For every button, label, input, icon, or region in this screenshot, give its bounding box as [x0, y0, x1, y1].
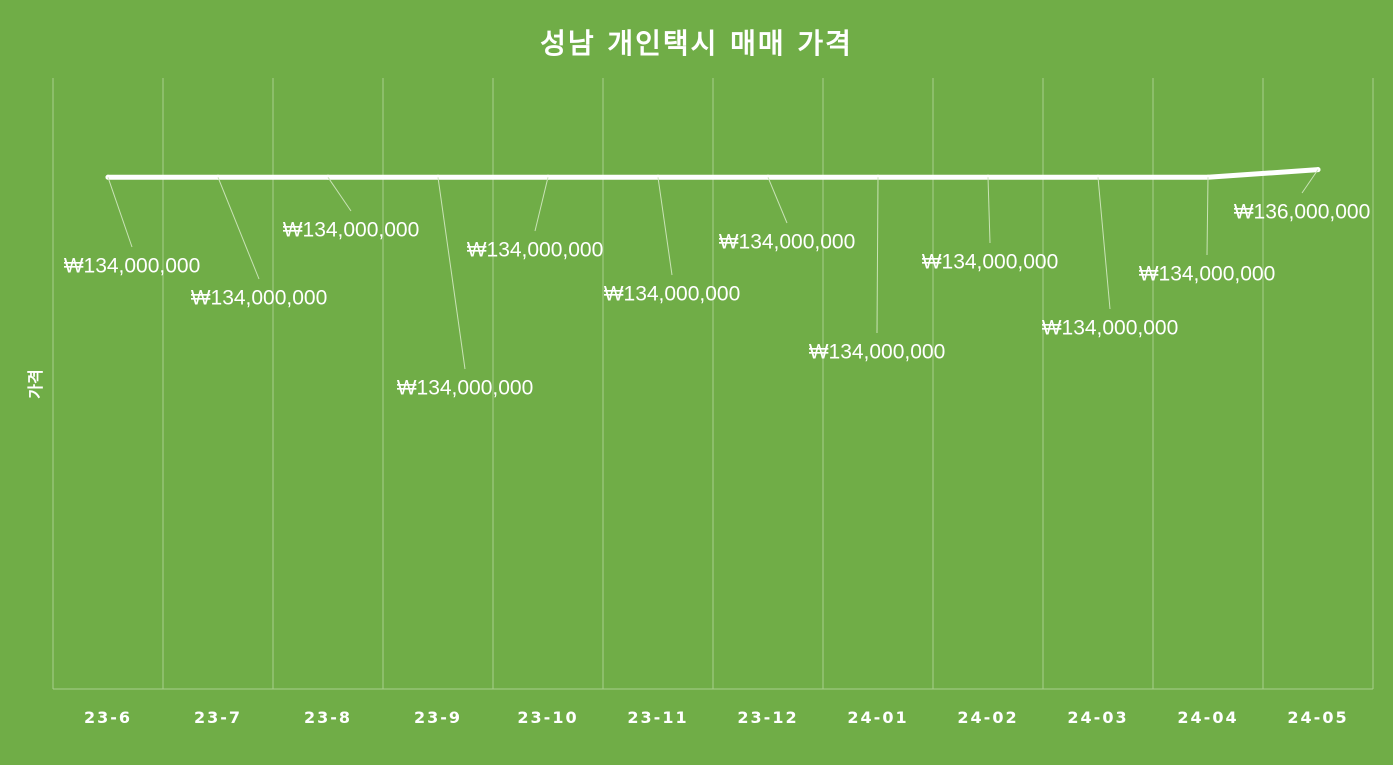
x-tick-label: 24-03 [1067, 708, 1128, 727]
leader-line [876, 177, 879, 334]
x-tick-label: 23-6 [84, 708, 132, 727]
leader-line [1301, 169, 1319, 194]
data-label: ₩134,000,000 [809, 341, 946, 364]
data-label: ₩134,000,000 [467, 239, 604, 262]
data-label: ₩134,000,000 [191, 287, 328, 310]
leader-line [987, 177, 991, 244]
x-tick-label: 23-7 [194, 708, 242, 727]
leader-line [657, 177, 673, 276]
data-label: ₩134,000,000 [1139, 263, 1276, 286]
x-tick-label: 24-01 [847, 708, 908, 727]
data-label: ₩134,000,000 [719, 231, 856, 254]
x-tick-label: 23-12 [737, 708, 798, 727]
data-label: ₩134,000,000 [397, 377, 534, 400]
x-tick-label: 23-9 [414, 708, 462, 727]
data-label: ₩134,000,000 [922, 251, 1059, 274]
leader-line [767, 177, 788, 224]
leader-line [534, 177, 549, 232]
data-label: ₩134,000,000 [1042, 317, 1179, 340]
x-tick-label: 23-10 [517, 708, 578, 727]
leader-line [1206, 177, 1209, 256]
x-tick-label: 24-02 [957, 708, 1018, 727]
data-label: ₩136,000,000 [1234, 201, 1371, 224]
series-line [105, 167, 1321, 180]
data-label: ₩134,000,000 [604, 283, 741, 306]
x-tick-label: 24-04 [1177, 708, 1238, 727]
leader-line [327, 177, 352, 212]
data-label: ₩134,000,000 [283, 219, 420, 242]
x-tick-label: 23-8 [304, 708, 352, 727]
leader-line [437, 177, 466, 370]
leader-line [1097, 177, 1111, 310]
data-label: ₩134,000,000 [64, 255, 201, 278]
leader-line [217, 177, 260, 280]
x-tick-label: 23-11 [627, 708, 688, 727]
chart-title: 성남 개인택시 매매 가격 [540, 27, 853, 60]
x-tick-label: 24-05 [1287, 708, 1348, 727]
leader-line [107, 177, 133, 248]
